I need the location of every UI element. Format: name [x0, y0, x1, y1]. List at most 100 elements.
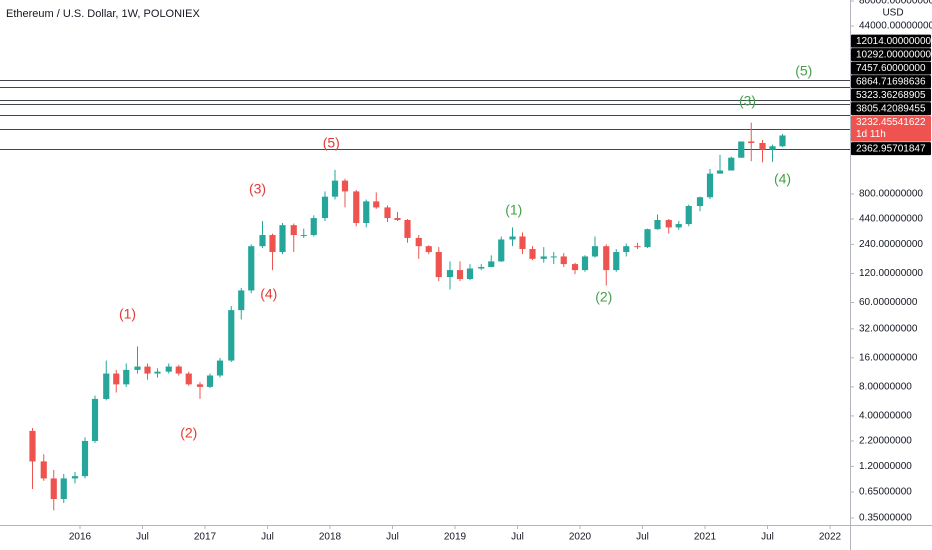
x-tick-label: 2022 — [819, 532, 842, 543]
chart-title: Ethereum / U.S. Dollar, 1W, POLONIEX — [6, 8, 200, 20]
x-tick-label: Jul — [636, 532, 649, 543]
x-tick-label: 2020 — [569, 532, 592, 543]
candle-body — [550, 256, 557, 258]
candle-body — [623, 246, 630, 253]
y-tick-label: 240.00000000 — [859, 239, 923, 250]
candle-body — [591, 246, 599, 257]
level-label: 12014.00000000 — [856, 36, 932, 47]
level-label-box — [851, 34, 931, 48]
y-tick-label: 4.00000000 — [859, 411, 912, 422]
x-tick-label: 2018 — [319, 532, 342, 543]
current-price-label: 3232.45541622 — [856, 117, 926, 128]
candle-body — [238, 290, 245, 311]
candle-body — [498, 239, 505, 262]
x-tick-label: Jul — [136, 532, 149, 543]
candle-body — [425, 246, 432, 253]
wave-label: (2) — [595, 289, 612, 305]
candle-body — [341, 180, 349, 192]
candle-body — [71, 476, 79, 479]
candle-body — [478, 266, 485, 269]
current-price-box — [851, 115, 931, 142]
candle-body — [446, 270, 454, 278]
candle-body — [415, 237, 422, 247]
wave-label: (2) — [180, 425, 197, 441]
candle-body — [185, 373, 192, 385]
x-tick-label: 2016 — [69, 532, 92, 543]
x-tick-label: Jul — [386, 532, 399, 543]
level-label: 2362.95701847 — [856, 144, 926, 155]
candle-body — [300, 235, 307, 237]
candle-body — [748, 141, 755, 144]
candle-body — [29, 430, 36, 462]
y-tick-label: 120.00000000 — [859, 268, 923, 279]
candle-body — [269, 235, 276, 253]
wave-label: (3) — [739, 93, 756, 109]
x-tick-label: 2021 — [694, 532, 717, 543]
candle-body — [216, 360, 224, 376]
candle-body — [560, 256, 567, 265]
candle-body — [113, 373, 120, 385]
candle-body — [123, 369, 130, 385]
candle-body — [571, 264, 579, 271]
candle-body — [581, 256, 589, 271]
candle-body — [634, 246, 641, 248]
candle-body — [696, 197, 704, 207]
y-tick-label: 80000.00000000 — [859, 0, 932, 7]
y-tick-label: 0.65000000 — [859, 487, 912, 498]
candle-body — [779, 135, 786, 147]
level-label: 7457.60000000 — [856, 63, 926, 74]
level-label-box — [851, 61, 931, 75]
level-label-box — [851, 48, 931, 62]
candle-body — [394, 218, 401, 220]
x-tick-label: Jul — [261, 532, 274, 543]
candle-body — [40, 461, 47, 479]
level-label-box — [851, 142, 931, 156]
candle-body — [279, 225, 286, 253]
candle-body — [654, 219, 661, 230]
candle-body — [540, 256, 547, 259]
candle-body — [488, 261, 495, 267]
candle-body — [404, 219, 411, 238]
x-tick-label: 2019 — [444, 532, 467, 543]
candle-body — [466, 268, 474, 280]
y-tick-label: 440.00000000 — [859, 214, 923, 225]
candle-body — [290, 225, 297, 236]
candle-body — [50, 478, 57, 500]
candle-body — [81, 440, 89, 477]
candle-body — [91, 398, 99, 441]
candle-body — [435, 252, 442, 278]
candle-body — [675, 224, 682, 228]
candle-body — [644, 229, 651, 248]
level-label: 3805.42089455 — [856, 104, 926, 115]
candle-body — [175, 366, 182, 374]
candle-body — [331, 180, 339, 197]
candle-body — [716, 170, 724, 174]
y-tick-label: 800.00000000 — [859, 189, 923, 200]
candle-body — [509, 236, 516, 240]
candle-body — [154, 371, 161, 374]
level-label-box — [851, 88, 931, 102]
y-tick-label: 1.20000000 — [859, 461, 912, 472]
candle-body — [206, 375, 214, 387]
y-tick-label: 44000.00000000 — [859, 21, 932, 32]
countdown-label: 1d 11h — [856, 129, 886, 140]
candle-body — [321, 196, 329, 219]
candle-body — [248, 246, 255, 291]
x-tick-label: Jul — [511, 532, 524, 543]
candle-body — [769, 146, 776, 150]
candle-body — [373, 201, 380, 208]
wave-label: (5) — [795, 63, 812, 79]
y-tick-label: 16.00000000 — [859, 352, 918, 363]
candle-body — [519, 236, 526, 250]
candle-body — [103, 373, 110, 399]
level-label: 6864.71698636 — [856, 77, 926, 88]
candle-body — [603, 246, 610, 271]
candle-body — [310, 218, 317, 236]
candle-body — [134, 366, 141, 370]
level-label-box — [851, 102, 931, 116]
wave-label: (4) — [774, 171, 791, 187]
candle-body — [228, 310, 235, 361]
candle-body — [196, 384, 204, 387]
x-tick-label: 2017 — [194, 532, 217, 543]
